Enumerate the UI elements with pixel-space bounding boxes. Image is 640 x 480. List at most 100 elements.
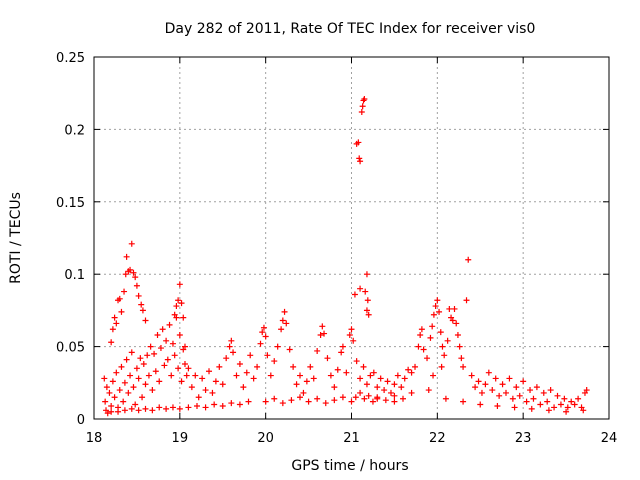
data-point-plus [453, 320, 460, 327]
y-axis-label: ROTI / TECUs [8, 192, 24, 284]
data-point-plus [343, 369, 350, 376]
data-point-plus [195, 394, 202, 401]
data-point-plus [334, 366, 341, 373]
x-tick-label: 22 [429, 431, 446, 446]
data-point-plus [314, 347, 321, 354]
data-point-plus [250, 375, 257, 382]
data-point-plus [236, 360, 243, 367]
data-point-plus [437, 329, 444, 336]
data-point-plus [348, 326, 355, 333]
data-point-plus [446, 305, 453, 312]
data-point-plus [176, 332, 183, 339]
data-point-plus [441, 352, 448, 359]
data-point-plus [361, 395, 368, 402]
data-point-plus [245, 398, 252, 405]
data-point-plus [123, 253, 130, 260]
data-point-plus [216, 363, 223, 370]
data-point-plus [111, 314, 118, 321]
data-point-plus [412, 363, 419, 370]
x-axis-ticks: 18 19 20 21 22 23 24 [86, 57, 617, 446]
data-point-plus [297, 394, 303, 401]
data-point-plus [142, 317, 149, 324]
data-point-plus [118, 363, 125, 370]
data-point-plus [364, 297, 371, 304]
data-point-plus [370, 369, 377, 376]
data-point-plus [564, 404, 571, 411]
data-point-plus [516, 392, 523, 399]
data-point-plus [240, 384, 247, 391]
data-point-plus [454, 332, 461, 339]
data-point-plus [322, 400, 329, 407]
data-point-plus [575, 395, 582, 402]
data-point-plus [166, 321, 173, 328]
data-point-plus [387, 389, 394, 396]
data-point-plus [271, 358, 278, 365]
data-point-plus [351, 291, 358, 298]
data-point-plus [260, 324, 267, 331]
data-point-plus [279, 317, 286, 324]
data-point-plus [449, 317, 456, 324]
data-point-plus [123, 356, 130, 363]
data-point-plus [116, 295, 123, 302]
data-point-plus [171, 352, 178, 359]
data-point-plus [511, 404, 518, 411]
data-point-plus [391, 392, 398, 399]
data-point-plus [563, 408, 570, 415]
data-point-plus [109, 326, 116, 333]
data-point-plus [133, 282, 140, 289]
data-point-plus [145, 372, 152, 379]
data-point-plus [259, 329, 266, 336]
data-point-plus [135, 375, 142, 382]
data-point-plus [139, 394, 146, 401]
data-point-plus [339, 343, 346, 350]
data-point-plus [551, 404, 558, 411]
data-point-plus [561, 395, 568, 402]
data-point-plus [391, 398, 398, 405]
data-point-plus [357, 158, 364, 165]
data-point-plus [206, 368, 213, 375]
data-point-plus [137, 355, 144, 362]
data-point-plus [357, 375, 364, 382]
data-point-plus [163, 405, 170, 412]
data-point-plus [356, 155, 363, 162]
data-point-plus [537, 401, 544, 408]
data-point-plus [557, 401, 564, 408]
data-point-plus [169, 340, 176, 347]
data-point-plus [533, 384, 540, 391]
y-tick-label: 0.25 [56, 51, 85, 66]
data-point-plus [236, 401, 243, 408]
data-point-plus [161, 362, 168, 369]
data-point-plus [327, 372, 334, 379]
data-point-plus [106, 389, 113, 396]
data-point-plus [358, 109, 365, 116]
data-point-plus [485, 369, 492, 376]
data-point-plus [494, 402, 501, 409]
data-point-plus [523, 398, 530, 405]
data-point-plus [369, 398, 376, 405]
data-point-plus [127, 372, 134, 379]
data-point-plus [436, 308, 443, 315]
data-points [101, 95, 590, 417]
data-point-plus [279, 400, 286, 407]
data-point-plus [125, 389, 132, 396]
data-point-plus [209, 389, 216, 396]
data-point-plus [152, 368, 159, 375]
data-point-plus [132, 401, 139, 408]
data-point-plus [133, 365, 140, 372]
data-point-plus [331, 384, 338, 391]
data-point-plus [357, 285, 364, 292]
data-point-plus [262, 398, 269, 405]
data-point-plus [243, 369, 250, 376]
data-point-plus [478, 389, 485, 396]
data-point-plus [528, 405, 535, 412]
data-point-plus [113, 369, 120, 376]
data-point-plus [157, 345, 164, 352]
data-point-plus [477, 401, 484, 408]
data-point-plus [324, 355, 331, 362]
data-point-plus [175, 365, 182, 372]
data-point-plus [140, 360, 147, 367]
data-point-plus [509, 395, 516, 402]
data-point-plus [439, 343, 446, 350]
data-point-plus [108, 402, 115, 409]
data-point-plus [348, 398, 355, 405]
